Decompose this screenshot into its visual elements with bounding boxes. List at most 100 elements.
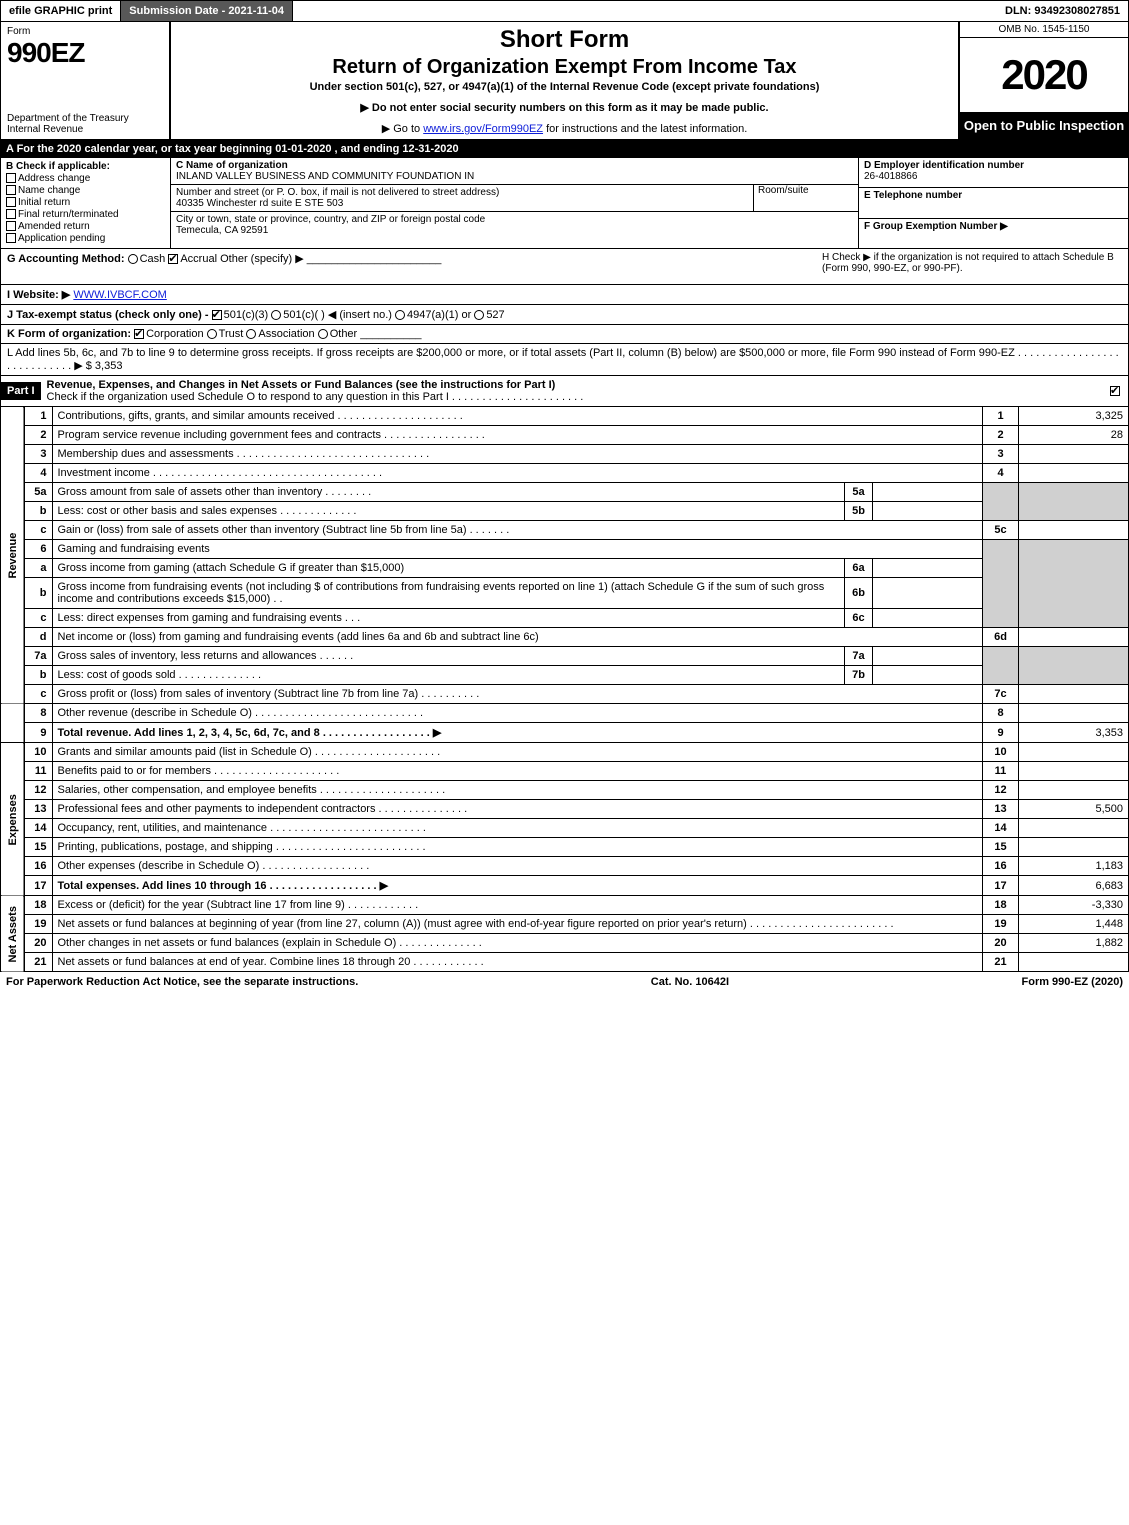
line-g: G Accounting Method: Cash Accrual Other … [0, 249, 1129, 285]
ln-5a-sub: 5a [845, 483, 873, 502]
ln-1: 1 [24, 407, 52, 426]
ln-11-txt: Benefits paid to or for members . . . . … [52, 762, 983, 781]
ln-9-txt: Total revenue. Add lines 1, 2, 3, 4, 5c,… [52, 723, 983, 743]
ln-18-ref: 18 [983, 896, 1019, 915]
note-goto: ▶ Go to www.irs.gov/Form990EZ for instru… [181, 122, 948, 135]
radio-association[interactable] [246, 329, 256, 339]
ln-5a: 5a [24, 483, 52, 502]
ln-7b-txt: Less: cost of goods sold . . . . . . . .… [52, 666, 845, 685]
part1-label: Part I [1, 382, 41, 400]
ln-6d-amt [1019, 628, 1129, 647]
line-k-label: K Form of organization: [7, 328, 131, 340]
ln-15: 15 [24, 838, 52, 857]
ln-19-txt: Net assets or fund balances at beginning… [52, 915, 983, 934]
ln-12-amt [1019, 781, 1129, 800]
chk-application-pending[interactable]: Application pending [6, 233, 165, 244]
chk-schedule-o[interactable] [1110, 386, 1120, 396]
org-addr-row: Number and street (or P. O. box, if mail… [171, 185, 858, 212]
ln-14-ref: 14 [983, 819, 1019, 838]
org-city-row: City or town, state or province, country… [171, 212, 858, 238]
omb-number: OMB No. 1545-1150 [960, 22, 1128, 38]
top-bar: efile GRAPHIC print Submission Date - 20… [0, 0, 1129, 22]
chk-address-change[interactable]: Address change [6, 173, 165, 184]
vlabel-revenue: Revenue [1, 407, 25, 704]
ln-21: 21 [24, 953, 52, 972]
internal-revenue: Internal Revenue [7, 124, 163, 135]
ln-6c: c [24, 609, 52, 628]
ln-15-amt [1019, 838, 1129, 857]
chk-initial-return[interactable]: Initial return [6, 197, 165, 208]
chk-corporation[interactable] [134, 329, 144, 339]
ln-6b-txt: Gross income from fundraising events (no… [52, 578, 845, 609]
chk-accrual[interactable] [168, 254, 178, 264]
radio-4947-label: 4947(a)(1) or [407, 309, 471, 321]
ln-6a-val [873, 559, 983, 578]
ln-7a-val [873, 647, 983, 666]
ln-10-amt [1019, 743, 1129, 762]
ln-20-amt: 1,882 [1019, 934, 1129, 953]
room-suite-label: Room/suite [758, 185, 809, 196]
topbar-spacer [293, 1, 997, 21]
radio-cash[interactable] [128, 254, 138, 264]
radio-4947[interactable] [395, 310, 405, 320]
ln-6a-sub: 6a [845, 559, 873, 578]
ln-7c-txt: Gross profit or (loss) from sales of inv… [52, 685, 983, 704]
radio-527[interactable] [474, 310, 484, 320]
expenses-table: Expenses 10Grants and similar amounts pa… [0, 743, 1129, 896]
ln-6c-val [873, 609, 983, 628]
org-addr-label: Number and street (or P. O. box, if mail… [176, 187, 499, 198]
ln-17-amt: 6,683 [1019, 876, 1129, 896]
ln-5a-txt: Gross amount from sale of assets other t… [52, 483, 845, 502]
ln-11: 11 [24, 762, 52, 781]
ln-11-amt [1019, 762, 1129, 781]
ln-21-ref: 21 [983, 953, 1019, 972]
org-name-label: C Name of organization [176, 160, 288, 171]
org-city: Temecula, CA 92591 [176, 225, 268, 236]
ln-13-ref: 13 [983, 800, 1019, 819]
radio-501c[interactable] [271, 310, 281, 320]
ln-6a-txt: Gross income from gaming (attach Schedul… [52, 559, 845, 578]
website-link[interactable]: WWW.IVBCF.COM [73, 289, 167, 301]
chk-address-change-label: Address change [18, 173, 90, 184]
ln-13: 13 [24, 800, 52, 819]
header-right: OMB No. 1545-1150 2020 Open to Public In… [958, 22, 1128, 139]
ln-14-txt: Occupancy, rent, utilities, and maintena… [52, 819, 983, 838]
ln-1-amt: 3,325 [1019, 407, 1129, 426]
part1-check-note: Check if the organization used Schedule … [47, 391, 584, 403]
ln-21-amt [1019, 953, 1129, 972]
group-exemption-label: F Group Exemption Number ▶ [864, 221, 1008, 232]
chk-final-return[interactable]: Final return/terminated [6, 209, 165, 220]
telephone-row: E Telephone number [859, 188, 1128, 218]
ln-2-amt: 28 [1019, 426, 1129, 445]
line-h: H Check ▶ if the organization is not req… [822, 252, 1122, 274]
line-k: K Form of organization: Corporation Trus… [0, 325, 1129, 344]
ln-6c-sub: 6c [845, 609, 873, 628]
irs-link[interactable]: www.irs.gov/Form990EZ [423, 123, 543, 135]
col-b-header: B Check if applicable: [6, 161, 165, 172]
radio-other[interactable] [318, 329, 328, 339]
radio-trust[interactable] [207, 329, 217, 339]
chk-501c3[interactable] [212, 310, 222, 320]
ln-18: 18 [24, 896, 52, 915]
chk-amended-return-label: Amended return [18, 221, 90, 232]
ln-11-ref: 11 [983, 762, 1019, 781]
ln-6b-sub: 6b [845, 578, 873, 609]
header-left: Form 990EZ Department of the Treasury In… [1, 22, 171, 139]
ln-4-amt [1019, 464, 1129, 483]
ln-2-txt: Program service revenue including govern… [52, 426, 983, 445]
footer-center: Cat. No. 10642I [651, 976, 729, 988]
ln-18-txt: Excess or (deficit) for the year (Subtra… [52, 896, 983, 915]
ln-17: 17 [24, 876, 52, 896]
ln-1-ref: 1 [983, 407, 1019, 426]
chk-name-change[interactable]: Name change [6, 185, 165, 196]
ln-8-amt [1019, 704, 1129, 723]
grey-6-amt [1019, 540, 1129, 628]
chk-amended-return[interactable]: Amended return [6, 221, 165, 232]
chk-name-change-label: Name change [18, 185, 80, 196]
ln-20: 20 [24, 934, 52, 953]
ln-7c: c [24, 685, 52, 704]
org-city-label: City or town, state or province, country… [176, 214, 485, 225]
col-c-org-info: C Name of organization INLAND VALLEY BUS… [171, 158, 858, 248]
title-return: Return of Organization Exempt From Incom… [181, 56, 948, 79]
line-l: L Add lines 5b, 6c, and 7b to line 9 to … [0, 344, 1129, 376]
